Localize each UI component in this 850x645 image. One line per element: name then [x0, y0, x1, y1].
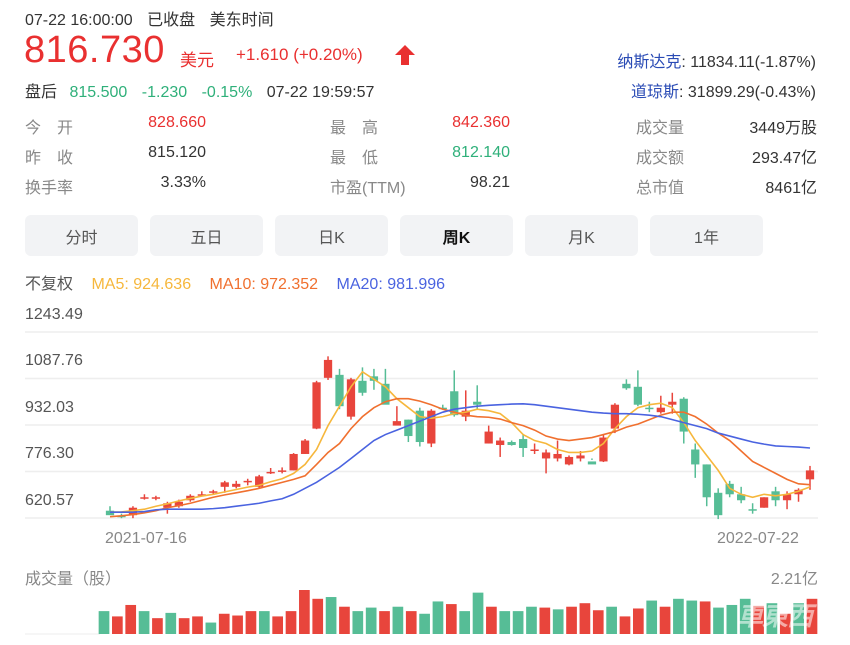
arrow-up-icon	[395, 45, 415, 65]
stat-label-volume: 成交量	[636, 120, 685, 137]
quote-datetime: 07-22 16:00:00	[25, 12, 133, 29]
chart-period-tabs: 分时 五日 日K 周K 月K 1年	[25, 215, 763, 256]
stat-value-high: 842.360	[452, 114, 510, 131]
stat-label-amount: 成交额	[636, 150, 685, 167]
after-hours-label: 盘后	[25, 84, 58, 101]
watermark-logo: 車東西	[737, 601, 813, 631]
index-value: : 11834.11(-1.87%)	[681, 54, 816, 71]
index-value: : 31899.29(-0.43%)	[679, 84, 816, 101]
adjust-mode[interactable]: 不复权	[25, 276, 74, 293]
stat-label-high: 最 高	[330, 120, 379, 137]
ma10-legend: MA10: 972.352	[209, 276, 319, 293]
tab-five-day[interactable]: 五日	[150, 215, 263, 256]
stat-label-open: 今 开	[25, 120, 74, 137]
tab-monthly-k[interactable]: 月K	[525, 215, 638, 256]
price-change: +1.610 (+0.20%)	[236, 45, 363, 64]
stat-value-low: 812.140	[452, 144, 510, 161]
stat-label-prev-close: 昨 收	[25, 150, 74, 167]
y-tick-label: 1087.76	[25, 352, 83, 369]
stat-value-volume: 3449万股	[749, 120, 817, 137]
y-tick-label: 932.03	[25, 399, 74, 416]
index-name: 道琼斯	[631, 84, 680, 101]
stat-label-turnover-rate: 换手率	[25, 180, 74, 197]
market-status: 已收盘	[147, 12, 196, 29]
y-tick-label: 776.30	[25, 445, 74, 462]
after-hours-line: 盘后 815.500 -1.230 -0.15% 07-22 19:59:57	[25, 78, 374, 102]
after-hours-change: -1.230	[141, 84, 188, 101]
ma5-legend: MA5: 924.636	[91, 276, 192, 293]
stat-label-low: 最 低	[330, 150, 379, 167]
stat-value-prev-close: 815.120	[148, 144, 206, 161]
tab-daily-k[interactable]: 日K	[275, 215, 388, 256]
index-nasdaq[interactable]: 纳斯达克: 11834.11(-1.87%)	[617, 48, 816, 72]
index-name: 纳斯达克	[617, 54, 682, 71]
y-tick-label: 620.57	[25, 492, 74, 509]
after-hours-change-pct: -0.15%	[201, 84, 253, 101]
stat-value-pe-ttm: 98.21	[469, 174, 510, 191]
currency-label: 美元	[180, 51, 214, 70]
x-tick-label-start: 2021-07-16	[105, 530, 187, 547]
stat-value-amount: 293.47亿	[752, 150, 817, 167]
stat-label-market-cap: 总市值	[636, 180, 685, 197]
index-dow[interactable]: 道琼斯: 31899.29(-0.43%)	[631, 78, 816, 102]
ma-legend: 不复权 MA5: 924.636 MA10: 972.352 MA20: 981…	[25, 270, 459, 294]
stat-label-pe-ttm: 市盈(TTM)	[330, 180, 406, 197]
y-tick-label: 1243.49	[25, 306, 83, 323]
tab-one-year[interactable]: 1年	[650, 215, 763, 256]
volume-max-label: 2.21亿	[770, 571, 818, 588]
current-price: 816.730	[24, 29, 165, 71]
quote-status-line: 07-22 16:00:00 已收盘 美东时间	[25, 6, 284, 30]
volume-title: 成交量（股）	[25, 571, 122, 588]
timezone-label: 美东时间	[209, 12, 274, 29]
tab-weekly-k[interactable]: 周K	[400, 215, 513, 256]
after-hours-time: 07-22 19:59:57	[266, 84, 375, 101]
stat-value-open: 828.660	[148, 114, 206, 131]
x-tick-label-end: 2022-07-22	[717, 530, 799, 547]
stat-value-turnover-rate: 3.33%	[160, 174, 206, 191]
tab-intraday[interactable]: 分时	[25, 215, 138, 256]
stat-value-market-cap: 8461亿	[765, 180, 817, 197]
ma20-legend: MA20: 981.996	[336, 276, 446, 293]
after-hours-price: 815.500	[69, 84, 128, 101]
